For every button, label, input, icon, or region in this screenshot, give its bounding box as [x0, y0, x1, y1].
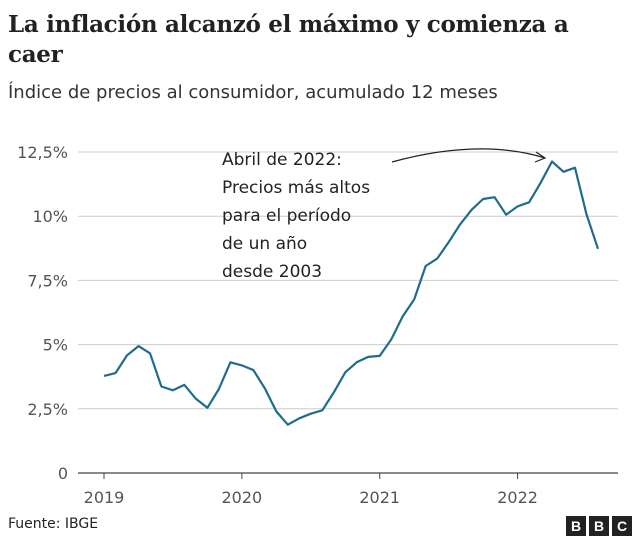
y-tick-label: 2,5%	[27, 400, 68, 419]
y-tick-label: 0	[58, 464, 68, 483]
inflation-line	[103, 160, 600, 426]
arrow-head	[534, 151, 547, 163]
chart-subtitle: Índice de precios al consumidor, acumula…	[8, 82, 498, 103]
x-tick-label: 2022	[497, 488, 538, 507]
x-tick-label: 2020	[222, 488, 263, 507]
annotation-peak: Abril de 2022: Precios más altos para el…	[222, 150, 371, 282]
y-tick-label: 12,5%	[17, 143, 68, 162]
y-tick-label: 7,5%	[27, 271, 68, 290]
y-tick-label: 5%	[43, 336, 68, 355]
y-tick-label: 10%	[32, 207, 68, 226]
annotation-arrow	[391, 148, 546, 163]
x-tick-label: 2019	[84, 488, 125, 507]
x-tick-label: 2021	[359, 488, 400, 507]
chart-title: La inflación alcanzó el máximo y comienz…	[8, 11, 569, 68]
source-text: Fuente: IBGE	[8, 516, 99, 532]
